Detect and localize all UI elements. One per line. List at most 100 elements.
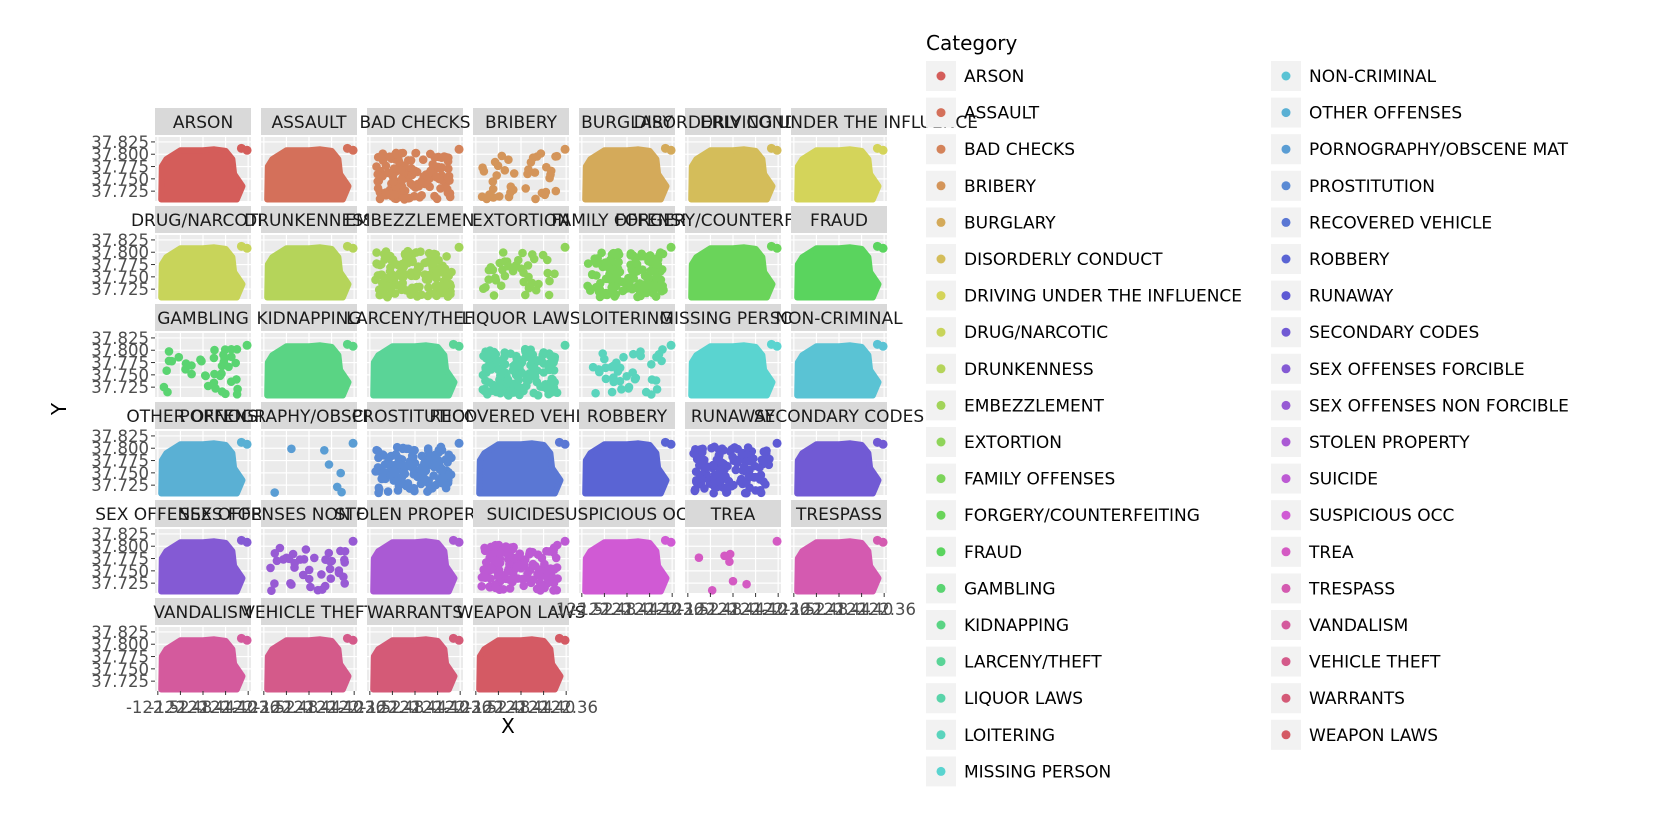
data-point	[397, 175, 407, 185]
legend-label: EMBEZZLEMENT	[964, 396, 1104, 416]
data-point	[696, 445, 705, 454]
point-cloud	[370, 538, 458, 595]
points-kidnapping	[264, 339, 358, 399]
y-tick-label: 37.825	[91, 525, 149, 544]
data-point	[525, 550, 534, 559]
facet-panel-family-offenses: FAMILY OFFENSES	[551, 206, 703, 302]
y-tick-label: 37.800	[91, 439, 149, 458]
point-cloud	[370, 342, 458, 399]
data-point	[242, 243, 252, 253]
strip-background	[579, 108, 675, 135]
y-tick-label: 37.725	[91, 574, 149, 593]
data-point	[454, 341, 464, 351]
legend-swatch	[936, 730, 946, 740]
data-point	[320, 581, 330, 591]
x-tick-label: -122.52	[444, 698, 508, 717]
data-point	[336, 546, 345, 556]
legend-label: OTHER OFFENSES	[1309, 104, 1462, 124]
data-point	[423, 275, 433, 285]
data-point	[519, 581, 528, 591]
data-point	[729, 443, 739, 453]
point-cloud	[264, 146, 352, 203]
strip-label: VANDALISM	[153, 603, 252, 623]
data-point	[878, 243, 888, 253]
legend-label: MISSING PERSON	[964, 762, 1111, 782]
data-point	[217, 387, 227, 396]
legend-item-vandalism: VANDALISM	[1271, 610, 1408, 640]
data-point	[588, 362, 598, 372]
data-point	[439, 473, 448, 482]
legend-label: WEAPON LAWS	[1309, 726, 1438, 746]
x-tick-label: -122.48	[785, 600, 849, 619]
y-tick-label: 37.800	[91, 243, 149, 262]
legend-swatch	[936, 547, 946, 557]
data-point	[373, 184, 383, 193]
points-runaway	[689, 438, 782, 498]
data-point	[266, 563, 275, 573]
data-point	[698, 457, 707, 467]
legend-item-non-criminal: NON-CRIMINAL	[1271, 61, 1437, 91]
data-point	[337, 487, 346, 497]
legend-label: TREA	[1308, 543, 1354, 563]
data-point	[437, 163, 447, 172]
legend-label: DRUNKENNESS	[964, 360, 1094, 380]
data-point	[290, 563, 299, 572]
strip-background	[155, 206, 251, 233]
data-point	[417, 191, 427, 200]
y-tick-label: 37.775	[91, 452, 149, 471]
data-point	[737, 474, 746, 484]
data-point	[423, 291, 433, 301]
data-point	[607, 387, 617, 397]
data-point	[410, 166, 419, 175]
legend-swatch	[936, 108, 946, 118]
data-point	[383, 487, 393, 496]
data-point	[544, 547, 554, 556]
legend-item-extortion: EXTORTION	[926, 427, 1062, 457]
x-axis-title: X	[501, 714, 515, 738]
legend-item-drug-narcotic: DRUG/NARCOTIC	[926, 317, 1108, 348]
legend-label: VEHICLE THEFT	[1309, 653, 1441, 673]
data-point	[529, 254, 539, 264]
data-point	[601, 374, 611, 384]
data-point	[508, 575, 518, 585]
data-point	[772, 438, 782, 448]
data-point	[220, 345, 230, 354]
legend-swatch	[936, 583, 946, 593]
strip-background	[473, 402, 569, 429]
data-point	[384, 459, 394, 468]
facet-panel-kidnapping: KIDNAPPING	[256, 304, 362, 399]
data-point	[479, 351, 488, 361]
legend-swatch	[936, 437, 946, 447]
point-cloud	[582, 440, 670, 497]
strip-label: ASSAULT	[271, 113, 347, 133]
data-point	[527, 278, 537, 288]
data-point	[731, 465, 741, 475]
data-point	[436, 184, 445, 193]
data-point	[666, 242, 676, 252]
x-axis: -122.52-122.48-122.44-122.40-122.36	[232, 691, 386, 717]
y-tick-label: 37.825	[91, 623, 149, 642]
data-point	[496, 549, 505, 558]
data-point	[295, 555, 305, 564]
facet-panel-extortion: EXTORTION	[472, 206, 570, 300]
data-point	[610, 292, 619, 301]
data-point	[560, 144, 570, 154]
strip-background	[473, 108, 569, 135]
legend-swatch	[1281, 510, 1291, 520]
x-tick-label: -122.40	[830, 600, 894, 619]
strip-label: STOLEN PROPERTY	[335, 505, 496, 525]
data-point	[489, 291, 499, 300]
data-point	[640, 282, 650, 292]
points-vandalism	[158, 633, 252, 693]
strip-label: SECONDARY CODES	[754, 407, 924, 427]
legend-label: LOITERING	[964, 726, 1055, 746]
facet-panel-gambling: GAMBLING	[155, 304, 252, 399]
facet-panel-assault: ASSAULT	[261, 108, 358, 203]
facet-panel-sex-offenses-forcible: SEX OFFENSES FORCIBLE	[95, 500, 311, 595]
y-tick-label: 37.725	[91, 280, 149, 299]
data-point	[528, 153, 538, 162]
data-point	[497, 365, 507, 375]
points-assault	[264, 143, 358, 203]
points-burglary	[582, 143, 676, 203]
x-tick-label: -122.52	[126, 698, 190, 717]
